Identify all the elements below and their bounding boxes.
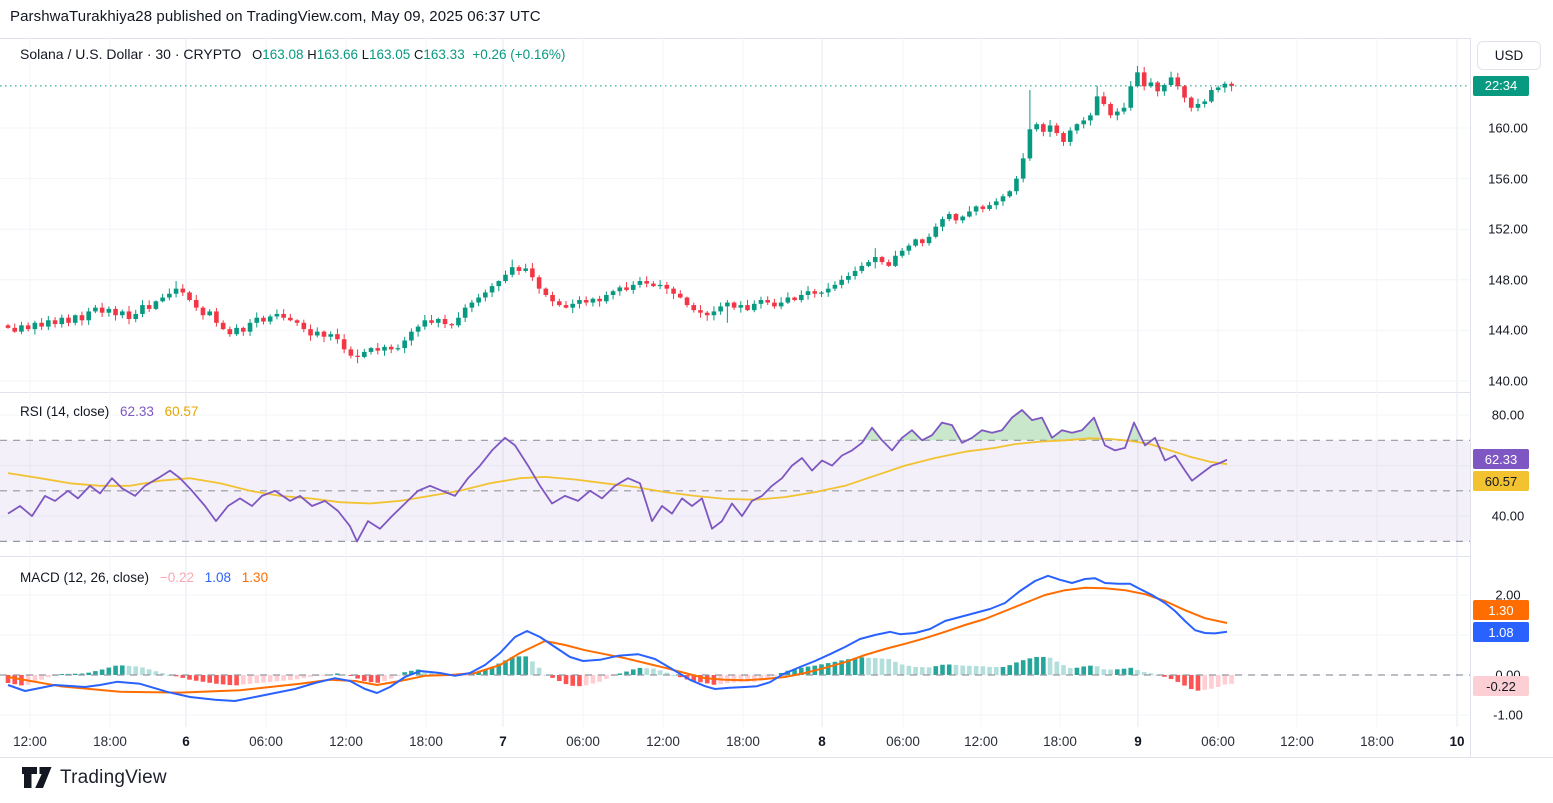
- main-price-panel[interactable]: [0, 38, 1470, 392]
- main-legend[interactable]: Solana / U.S. Dollar · 30 · CRYPTO O163.…: [20, 46, 565, 62]
- time-label-1800: 18:00: [93, 734, 127, 749]
- divider-main-rsi[interactable]: [0, 392, 1553, 393]
- macd-line-badge: 1.08: [1473, 622, 1529, 642]
- scale-tick-144.00: 144.00: [1488, 322, 1528, 338]
- rsi-ma-value-badge: 60.57: [1473, 471, 1529, 491]
- divider-rsi-macd[interactable]: [0, 556, 1553, 557]
- time-label-1800: 18:00: [1043, 734, 1077, 749]
- time-label-1200: 12:00: [964, 734, 998, 749]
- time-axis[interactable]: 12:00 18:00 6 06:00 12:00 18:00 7 06:00 12:00 18:…: [0, 727, 1470, 757]
- ohlc-values: O163.08 H163.66 L163.05 C163.33: [252, 46, 468, 62]
- scale-tick-40.00: 40.00: [1491, 508, 1525, 524]
- time-label-1800: 18:00: [1360, 734, 1394, 749]
- ohlc-value-C: 163.33: [423, 47, 469, 62]
- macd-signal-badge: 1.30: [1473, 600, 1529, 620]
- time-label-0600: 06:00: [886, 734, 920, 749]
- tradingview-logo: [22, 767, 52, 788]
- rsi-panel[interactable]: [0, 392, 1470, 556]
- time-label-1200: 12:00: [646, 734, 680, 749]
- time-label-1800: 18:00: [409, 734, 443, 749]
- macd-line-value: 1.08: [204, 570, 232, 585]
- time-label-9: 9: [1134, 734, 1142, 749]
- scale-tick--1.00: -1.00: [1493, 707, 1523, 723]
- currency-toggle-button[interactable]: USD: [1477, 41, 1541, 70]
- time-label-0600: 06:00: [566, 734, 600, 749]
- time-label-6: 6: [182, 734, 190, 749]
- rsi-value: 62.33: [120, 404, 154, 419]
- time-label-1200: 12:00: [329, 734, 363, 749]
- macd-legend[interactable]: MACD (12, 26, close) −0.22 1.08 1.30: [20, 570, 268, 585]
- macd-hist-value: −0.22: [159, 570, 194, 585]
- rsi-title[interactable]: RSI (14, close): [20, 404, 110, 419]
- time-label-7: 7: [499, 734, 507, 749]
- divider-top: [0, 38, 1553, 39]
- ohlc-value-O: 163.08: [262, 47, 308, 62]
- countdown-badge: 22:34: [1473, 75, 1529, 96]
- rsi-ma-value: 60.57: [164, 404, 199, 419]
- time-label-0600: 06:00: [1201, 734, 1235, 749]
- ohlc-value-H: 163.66: [316, 47, 362, 62]
- scale-tick-140.00: 140.00: [1488, 373, 1528, 389]
- ohlc-letter-O: O: [252, 47, 263, 62]
- macd-panel[interactable]: [0, 556, 1470, 727]
- macd-hist-badge: -0.22: [1473, 676, 1529, 696]
- rsi-value-badge: 62.33: [1473, 449, 1529, 469]
- footer-brand[interactable]: TradingView: [22, 766, 167, 789]
- price-change: +0.26 (+0.16%): [472, 47, 566, 62]
- brand-name: TradingView: [60, 766, 167, 788]
- published-byline: ParshwaTurakhiya28 published on TradingV…: [10, 8, 541, 25]
- rsi-legend[interactable]: RSI (14, close) 62.33 60.57: [20, 404, 198, 419]
- macd-title[interactable]: MACD (12, 26, close): [20, 570, 150, 585]
- macd-signal-value: 1.30: [241, 570, 269, 585]
- ohlc-letter-L: L: [361, 47, 369, 62]
- price-scale-border: [1470, 38, 1471, 757]
- price-scale[interactable]: USD 160.00 156.00 152.00 148.00 144.00 140.00…: [1471, 38, 1553, 757]
- scale-tick-160.00: 160.00: [1488, 120, 1528, 136]
- scale-tick-156.00: 156.00: [1488, 171, 1528, 187]
- scale-tick-152.00: 152.00: [1488, 221, 1528, 237]
- ohlc-letter-H: H: [307, 47, 317, 62]
- time-label-0600: 06:00: [249, 734, 283, 749]
- time-label-1800: 18:00: [726, 734, 760, 749]
- time-label-1200: 12:00: [13, 734, 47, 749]
- ohlc-value-L: 163.05: [368, 47, 415, 62]
- scale-tick-148.00: 148.00: [1488, 272, 1528, 288]
- time-label-10: 10: [1449, 734, 1465, 749]
- time-label-8: 8: [818, 734, 826, 749]
- ohlc-letter-C: C: [414, 47, 424, 62]
- symbol-title[interactable]: Solana / U.S. Dollar · 30 · CRYPTO: [20, 46, 242, 62]
- scale-tick-80.00: 80.00: [1491, 407, 1525, 423]
- divider-axis-footer: [0, 757, 1553, 758]
- time-label-1200: 12:00: [1280, 734, 1314, 749]
- scale-tick-2.00: 2.00: [1495, 587, 1521, 603]
